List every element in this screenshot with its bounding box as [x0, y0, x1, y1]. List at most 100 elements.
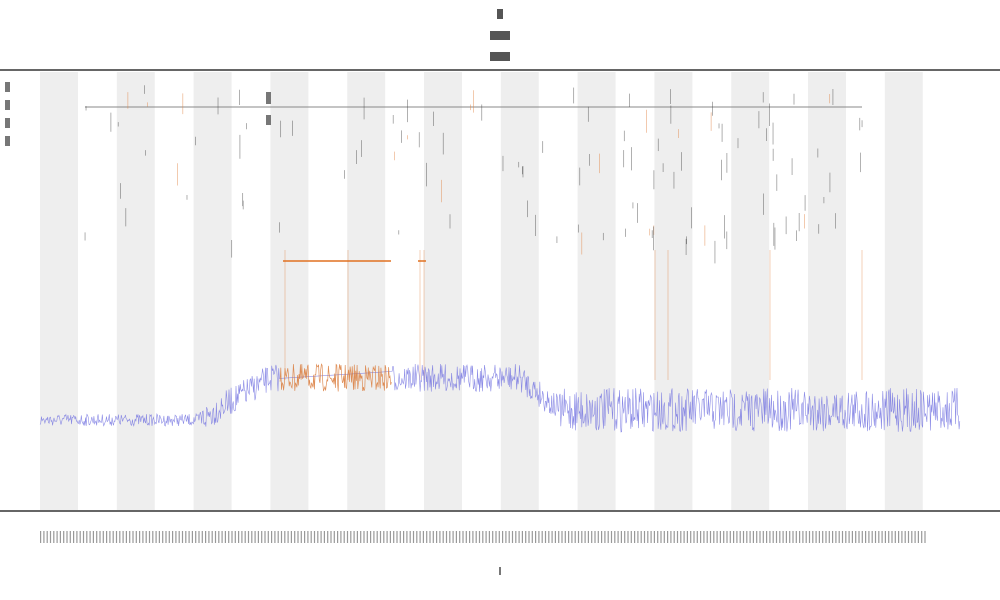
x-label-block [198, 531, 200, 543]
x-label-block [789, 531, 791, 543]
x-label-block [313, 531, 316, 543]
x-label-block [459, 531, 461, 543]
x-label-block [795, 531, 797, 543]
x-label-block [59, 531, 61, 543]
x-label-block [363, 531, 365, 543]
x-label-block [360, 531, 362, 543]
x-label-block [82, 531, 85, 543]
x-label-block [855, 531, 857, 543]
x-label-block [825, 531, 827, 543]
x-label-block [518, 531, 520, 543]
x-label-block [884, 531, 886, 543]
x-label-block [881, 531, 883, 543]
x-label-block [505, 531, 507, 543]
x-label-block [713, 531, 715, 543]
x-label-block [617, 531, 619, 543]
x-label-block [389, 531, 391, 543]
x-label-block [214, 531, 217, 543]
x-label-block [350, 531, 352, 543]
axis-label-block [499, 567, 501, 575]
x-label-block [231, 531, 233, 543]
x-label-block [409, 531, 411, 543]
x-label-block [129, 531, 131, 543]
x-label-block [264, 531, 266, 543]
x-label-block [66, 531, 68, 543]
x-label-block [333, 531, 335, 543]
x-label-block [330, 531, 332, 543]
x-label-block [320, 531, 322, 543]
x-label-block [115, 531, 118, 543]
x-label-block [703, 531, 705, 543]
x-label-block [148, 531, 151, 543]
x-label-block [188, 531, 190, 543]
x-label-block [274, 531, 276, 543]
x-label-block [439, 531, 441, 543]
x-label-block [571, 531, 573, 543]
stripe [116, 72, 155, 510]
x-label-block [733, 531, 735, 543]
x-label-block [112, 531, 114, 543]
x-label-block [792, 531, 794, 543]
x-label-block [591, 531, 593, 543]
legend-blocks [5, 82, 271, 146]
x-label-block [838, 531, 840, 543]
track-label-block [266, 92, 271, 104]
x-label-block [247, 531, 250, 543]
x-label-block [752, 531, 754, 543]
x-label-block [878, 531, 880, 543]
x-label-block [370, 531, 372, 543]
x-label-block [201, 531, 203, 543]
x-label-block [165, 531, 167, 543]
x-label-block [76, 531, 78, 543]
x-label-block [92, 531, 94, 543]
x-label-block [109, 531, 111, 543]
x-label-block [53, 531, 55, 543]
x-label-block [587, 531, 589, 543]
x-label-block [525, 531, 527, 543]
x-label-block [657, 531, 659, 543]
x-label-block [660, 531, 662, 543]
highlight-signal [279, 363, 392, 392]
x-label-block [762, 531, 764, 543]
x-label-block [379, 531, 382, 543]
x-label-block [63, 531, 65, 543]
x-label-block [871, 531, 873, 543]
x-label-block [403, 531, 405, 543]
x-label-block [808, 531, 811, 543]
x-label-block [205, 531, 207, 543]
x-label-block [667, 531, 669, 543]
x-label-block [43, 531, 45, 543]
x-label-block [445, 531, 448, 543]
x-label-block [742, 531, 745, 543]
x-label-block [670, 531, 672, 543]
x-label-block [676, 531, 679, 543]
stripe [270, 72, 309, 510]
x-label-block [238, 531, 240, 543]
x-label-block [353, 531, 355, 543]
x-label-block [894, 531, 896, 543]
x-label-block [455, 531, 457, 543]
x-label-block [756, 531, 758, 543]
x-label-block [191, 531, 193, 543]
x-label-block [535, 531, 537, 543]
x-label-block [224, 531, 226, 543]
x-label-block [775, 531, 778, 543]
x-label-block [577, 531, 580, 543]
x-label-block [172, 531, 174, 543]
x-label-block [620, 531, 622, 543]
x-label-block [254, 531, 256, 543]
x-label-block [766, 531, 768, 543]
x-label-block [195, 531, 197, 543]
x-label-block [851, 531, 853, 543]
x-label-block [399, 531, 401, 543]
x-label-block [49, 531, 52, 543]
x-label-block [340, 531, 342, 543]
x-label-block [561, 531, 563, 543]
x-label-block [723, 531, 725, 543]
x-label-block [835, 531, 837, 543]
x-label-block [383, 531, 385, 543]
x-label-block [119, 531, 121, 543]
x-label-block [700, 531, 702, 543]
x-label-block [449, 531, 451, 543]
x-label-block [168, 531, 170, 543]
